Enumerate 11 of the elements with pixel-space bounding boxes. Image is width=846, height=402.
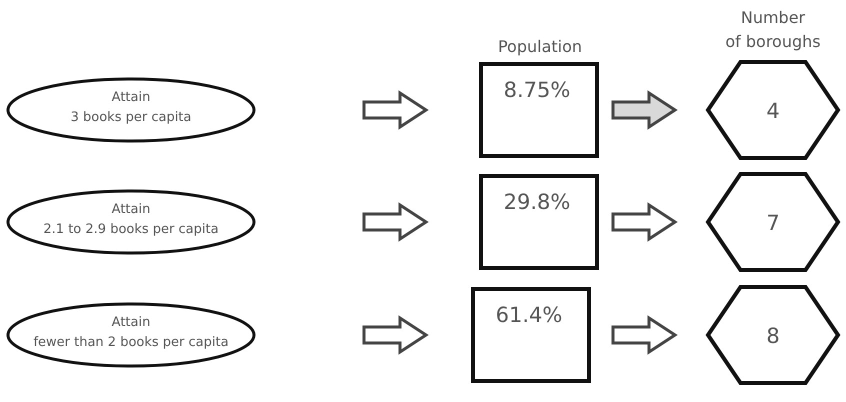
category-label: Attain 2.1 to 2.9 books per capita (43, 202, 219, 237)
data-label: 61.4% (496, 303, 562, 327)
data-label: 4 (766, 99, 780, 123)
data-label: 8.75% (504, 78, 570, 102)
data-label: 29.8% (504, 190, 570, 214)
category-label: Attain fewer than 2 books per capita (33, 315, 229, 350)
data-label: 7 (766, 211, 780, 235)
series-label: Population (498, 37, 582, 56)
series-label: Number of boroughs (725, 8, 821, 51)
category-label: Attain 3 books per capita (70, 90, 192, 125)
data-label: 8 (766, 324, 780, 348)
